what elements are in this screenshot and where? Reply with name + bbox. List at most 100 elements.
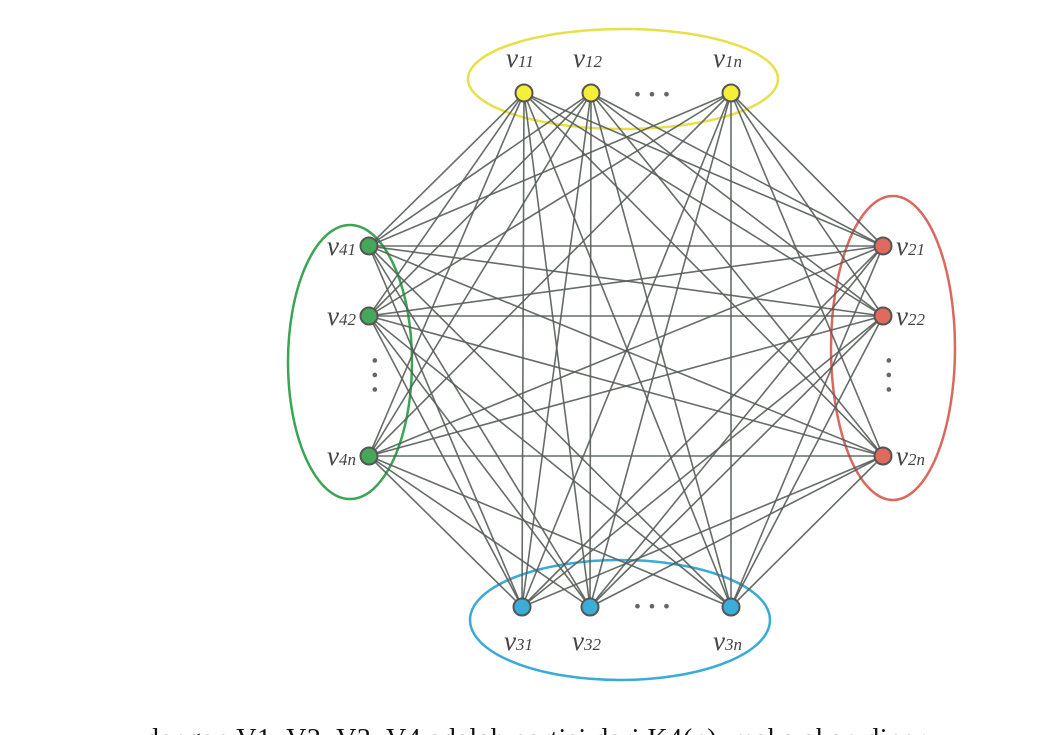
edge	[521, 92, 592, 608]
vertex-label-base: v	[713, 43, 725, 73]
edge	[523, 92, 884, 247]
edge	[368, 455, 732, 608]
vertex-label-base: v	[573, 43, 585, 73]
vertex-label: v12	[573, 43, 602, 73]
edge	[368, 92, 592, 457]
partition-ellipse	[829, 194, 957, 502]
vertex-label-base: v	[896, 441, 908, 471]
vertex-label-sub: 4n	[339, 450, 356, 469]
edge	[368, 315, 591, 608]
vertex-label-sub: 22	[908, 310, 926, 329]
vertex-label-sub: 21	[908, 240, 925, 259]
vertex-label-sub: 32	[583, 635, 602, 654]
vertex	[359, 446, 379, 466]
edge	[521, 315, 884, 608]
edge	[589, 315, 884, 608]
edge	[368, 315, 732, 608]
edge	[730, 92, 884, 457]
vertex-label: v31	[504, 626, 533, 656]
vertex-label-sub: 42	[339, 310, 357, 329]
edge	[368, 92, 732, 317]
edge	[368, 245, 732, 608]
vertex-label: v41	[327, 231, 356, 261]
edge	[589, 92, 732, 608]
edge	[523, 92, 884, 457]
vertex	[359, 306, 379, 326]
vertex-label-sub: 3n	[724, 635, 742, 654]
edge	[730, 92, 884, 247]
vertex-label-sub: 12	[585, 52, 603, 71]
vertex-label-base: v	[896, 231, 908, 261]
vertex-label-base: v	[327, 301, 339, 331]
edge	[368, 92, 525, 457]
vertex	[580, 597, 600, 617]
edge	[521, 455, 884, 608]
vertex-label: v3n	[713, 626, 742, 656]
vertex-label-sub: 2n	[908, 450, 925, 469]
vertex-label: v22	[896, 301, 925, 331]
vertex-label-sub: 1n	[725, 52, 742, 71]
vertex-label: v42	[327, 301, 356, 331]
edge	[590, 92, 884, 317]
partition-ellipse	[286, 223, 414, 501]
edge	[589, 92, 592, 608]
footer-text: dengan V1, V2, V3, V4 adalah partisi dar…	[145, 724, 926, 735]
vertex	[873, 236, 893, 256]
edge	[589, 245, 884, 608]
vertex-label-base: v	[896, 301, 908, 331]
vertex-label: v11	[506, 43, 534, 73]
ellipsis: • • •	[633, 85, 671, 104]
edge	[368, 245, 591, 608]
edge	[521, 245, 884, 608]
edge	[368, 315, 884, 457]
edge	[730, 315, 884, 608]
edge	[368, 92, 525, 317]
edge	[730, 245, 884, 608]
edge	[730, 92, 884, 317]
vertex	[359, 236, 379, 256]
vertex-label: v2n	[896, 441, 925, 471]
ellipsis: • • •	[633, 597, 671, 616]
edge	[368, 245, 523, 608]
vertex	[512, 597, 532, 617]
edge	[523, 92, 884, 317]
vertex-label: v21	[896, 231, 925, 261]
vertex-label-base: v	[713, 626, 725, 656]
vertex-label-sub: 31	[515, 635, 533, 654]
ellipsis: • • •	[879, 356, 898, 394]
vertex-label-base: v	[506, 43, 518, 73]
ellipsis: • • •	[365, 356, 384, 394]
vertex	[514, 83, 534, 103]
vertex-label-sub: 41	[339, 240, 356, 259]
vertex	[873, 306, 893, 326]
vertex-label: v1n	[713, 43, 742, 73]
vertex-label-base: v	[572, 626, 584, 656]
edge	[730, 455, 884, 608]
edge	[521, 92, 525, 608]
vertex-label: v4n	[327, 441, 356, 471]
edges	[368, 92, 884, 608]
edge	[368, 92, 525, 247]
edge	[589, 455, 884, 608]
vertex-label: v32	[572, 626, 601, 656]
edge	[368, 92, 592, 317]
vertex	[581, 83, 601, 103]
edge	[368, 315, 523, 608]
edge	[368, 455, 591, 608]
edge	[368, 245, 884, 457]
edge	[368, 92, 592, 247]
vertex	[721, 597, 741, 617]
vertex	[721, 83, 741, 103]
edge	[368, 455, 523, 608]
partition-ellipse	[466, 27, 780, 131]
vertex-label-sub: 11	[518, 52, 534, 71]
vertex	[873, 446, 893, 466]
vertex-label-base: v	[504, 626, 516, 656]
edge	[368, 92, 732, 247]
vertex-label-base: v	[327, 441, 339, 471]
edge	[590, 92, 884, 247]
edge	[590, 92, 884, 457]
edge	[368, 245, 884, 317]
vertex-label-base: v	[327, 231, 339, 261]
